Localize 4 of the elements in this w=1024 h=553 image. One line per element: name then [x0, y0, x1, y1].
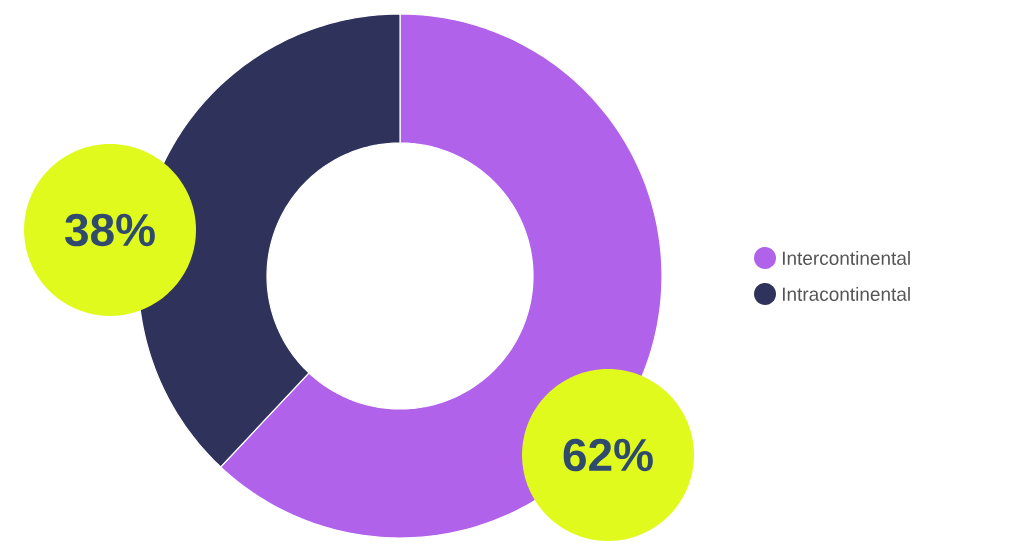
legend-label: Intercontinental	[782, 251, 910, 265]
legend-label: Intracontinental	[782, 287, 910, 301]
data-label: 62%	[563, 438, 653, 472]
data-label: 38%	[65, 213, 155, 247]
